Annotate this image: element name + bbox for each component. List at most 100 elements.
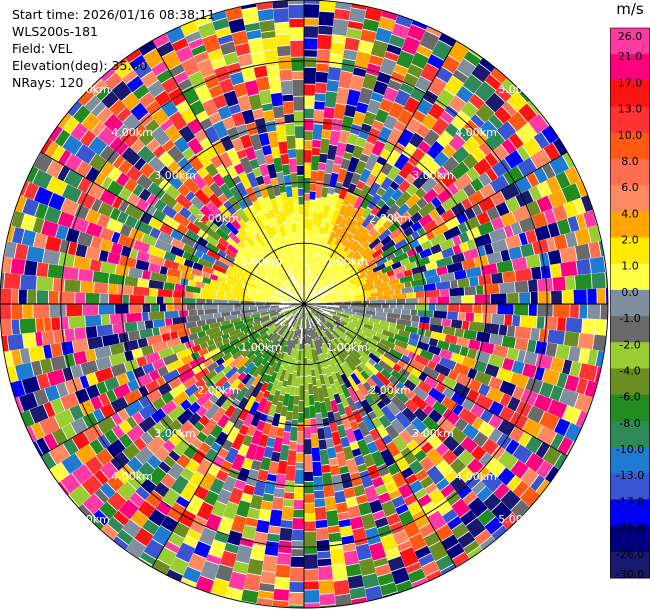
velocity-gate xyxy=(335,286,345,292)
velocity-gate xyxy=(279,352,286,360)
noise-gate xyxy=(474,294,491,304)
noise-gate xyxy=(328,532,342,543)
noise-gate xyxy=(346,28,362,40)
noise-gate xyxy=(441,318,452,327)
velocity-gate xyxy=(324,280,339,291)
velocity-gate xyxy=(332,243,343,257)
noise-gate xyxy=(442,435,460,452)
velocity-gate xyxy=(330,372,338,381)
noise-gate xyxy=(453,362,470,377)
velocity-gate xyxy=(307,219,313,232)
noise-gate xyxy=(125,370,136,382)
range-ring-label: 1.00km xyxy=(326,255,368,268)
velocity-gate xyxy=(282,236,290,252)
noise-gate xyxy=(160,473,176,489)
noise-gate xyxy=(396,50,415,69)
noise-gate xyxy=(464,207,476,220)
velocity-gate xyxy=(333,263,343,273)
velocity-gate xyxy=(315,287,324,294)
velocity-gate xyxy=(324,331,333,341)
velocity-gate xyxy=(252,298,268,303)
noise-gate xyxy=(514,326,531,340)
noise-gate xyxy=(91,198,103,212)
noise-gate xyxy=(119,420,132,434)
noise-gate xyxy=(502,357,515,372)
noise-gate xyxy=(544,208,557,225)
noise-gate xyxy=(378,16,396,32)
velocity-gate xyxy=(352,225,365,241)
noise-gate xyxy=(444,469,459,483)
velocity-gate xyxy=(200,287,217,295)
noise-gate xyxy=(158,165,175,182)
noise-gate xyxy=(426,465,445,485)
noise-gate xyxy=(242,434,253,447)
velocity-gate xyxy=(255,301,266,304)
noise-gate xyxy=(241,373,252,385)
noise-gate xyxy=(91,101,106,117)
noise-gate xyxy=(241,109,255,125)
noise-gate xyxy=(421,501,438,517)
noise-gate xyxy=(228,407,243,424)
noise-gate xyxy=(191,268,203,277)
noise-gate xyxy=(231,432,246,451)
noise-gate xyxy=(385,424,400,440)
noise-gate xyxy=(122,519,142,538)
velocity-gate xyxy=(362,285,375,292)
noise-gate xyxy=(210,155,223,169)
velocity-gate xyxy=(253,315,270,323)
velocity-gate xyxy=(245,235,256,247)
noise-gate xyxy=(410,221,423,232)
noise-gate xyxy=(410,211,423,224)
noise-gate xyxy=(353,196,365,210)
velocity-gate xyxy=(232,288,247,295)
noise-gate xyxy=(420,63,439,82)
noise-gate xyxy=(171,343,187,354)
colorbar-segment xyxy=(610,211,650,239)
noise-gate xyxy=(502,270,516,283)
noise-gate xyxy=(380,582,398,596)
velocity-gate xyxy=(243,270,254,278)
velocity-gate xyxy=(221,311,231,318)
noise-gate xyxy=(108,293,123,304)
noise-gate xyxy=(423,531,441,547)
noise-gate xyxy=(421,427,434,440)
noise-gate xyxy=(390,395,407,412)
noise-gate xyxy=(363,434,374,445)
noise-gate xyxy=(178,263,193,274)
noise-gate xyxy=(380,448,396,467)
velocity-gate xyxy=(281,298,293,302)
noise-gate xyxy=(435,66,453,84)
velocity-gate xyxy=(293,263,298,276)
noise-gate xyxy=(414,187,427,199)
noise-gate xyxy=(94,172,107,187)
noise-gate xyxy=(244,384,256,400)
noise-gate xyxy=(419,475,434,489)
noise-gate xyxy=(280,80,293,95)
velocity-gate xyxy=(329,327,341,339)
velocity-gate xyxy=(312,309,326,319)
velocity-gate xyxy=(281,319,288,326)
noise-gate xyxy=(427,510,447,531)
velocity-gate xyxy=(320,321,328,329)
noise-gate xyxy=(367,193,382,210)
velocity-gate xyxy=(246,346,260,359)
noise-gate xyxy=(442,408,460,426)
noise-gate xyxy=(443,225,462,241)
noise-gate xyxy=(124,321,138,333)
noise-gate xyxy=(89,78,102,90)
velocity-gate xyxy=(275,365,284,381)
noise-gate xyxy=(138,557,153,568)
velocity-gate xyxy=(299,304,304,317)
noise-gate xyxy=(353,484,366,497)
noise-gate xyxy=(550,433,565,450)
noise-gate xyxy=(442,156,459,173)
velocity-gate xyxy=(258,245,269,258)
noise-gate xyxy=(379,98,394,113)
noise-gate xyxy=(266,163,277,179)
noise-gate xyxy=(318,25,333,35)
noise-gate xyxy=(164,310,179,319)
noise-gate xyxy=(335,142,347,157)
colorbar-segment xyxy=(610,394,650,422)
noise-gate xyxy=(409,332,420,341)
noise-gate xyxy=(304,603,320,608)
